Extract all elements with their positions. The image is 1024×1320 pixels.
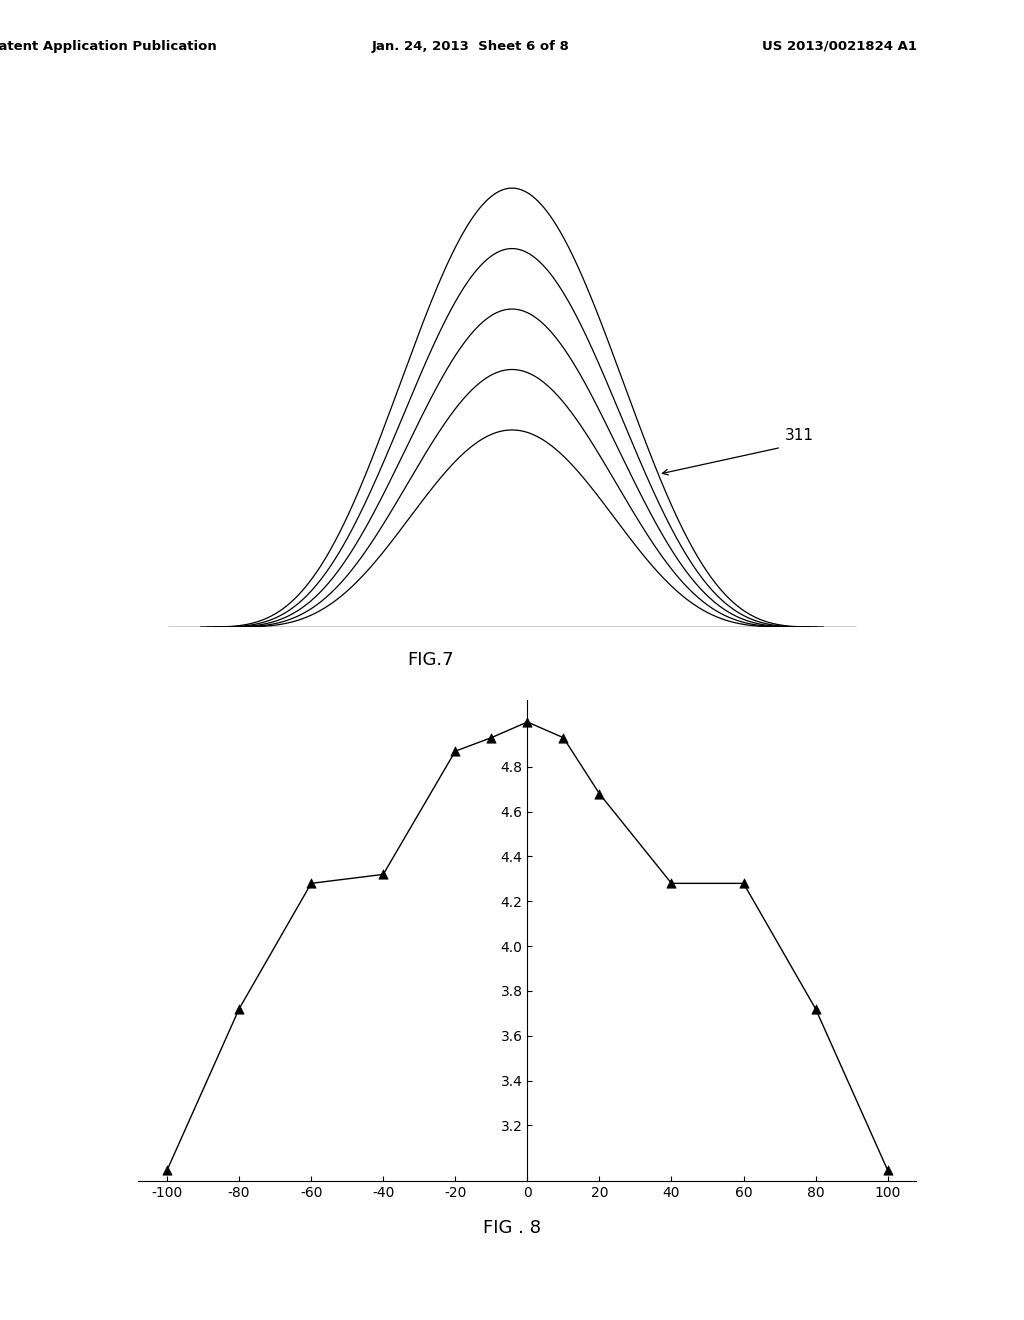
Text: Patent Application Publication: Patent Application Publication [0, 40, 216, 53]
Point [735, 873, 752, 894]
Point [375, 863, 391, 884]
Point [483, 727, 500, 748]
Text: FIG . 8: FIG . 8 [483, 1218, 541, 1237]
Text: US 2013/0021824 A1: US 2013/0021824 A1 [762, 40, 918, 53]
Point [664, 873, 680, 894]
Point [807, 998, 823, 1019]
Point [447, 741, 464, 762]
Point [880, 1160, 896, 1181]
Point [303, 873, 319, 894]
Text: 311: 311 [785, 428, 814, 444]
Point [555, 727, 571, 748]
Point [519, 711, 536, 733]
Text: FIG.7: FIG.7 [407, 651, 454, 669]
Point [159, 1160, 175, 1181]
Point [591, 783, 607, 804]
Point [231, 998, 248, 1019]
Text: Jan. 24, 2013  Sheet 6 of 8: Jan. 24, 2013 Sheet 6 of 8 [372, 40, 570, 53]
